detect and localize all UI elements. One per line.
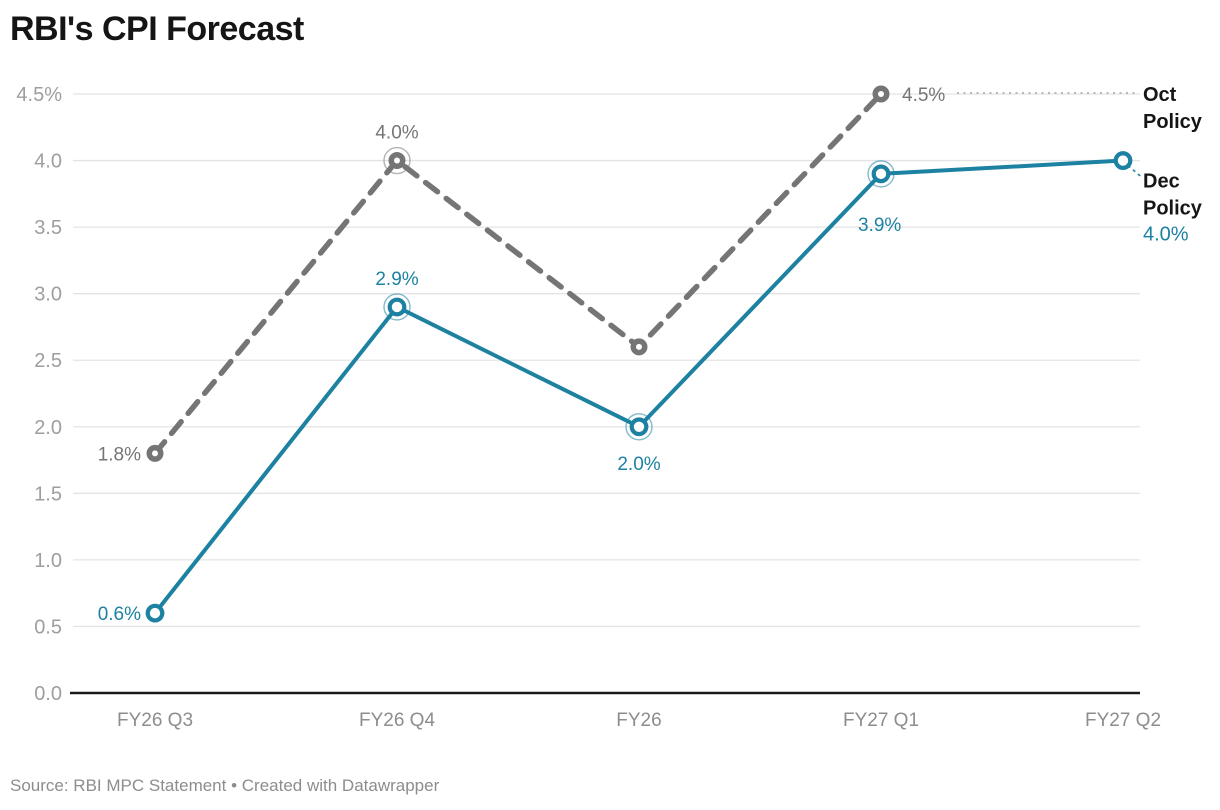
source-footer: Source: RBI MPC Statement • Created with… bbox=[10, 776, 440, 795]
legend-label-oct-policy: Oct bbox=[1143, 84, 1177, 106]
y-tick-label: 2.0 bbox=[34, 417, 62, 439]
data-point-center bbox=[152, 450, 158, 457]
point-halo bbox=[625, 413, 653, 441]
y-tick-label: 4.5% bbox=[16, 84, 62, 106]
data-label: 2.9% bbox=[375, 269, 418, 290]
x-tick-label: FY26 Q4 bbox=[359, 710, 435, 731]
data-point-center bbox=[878, 91, 884, 97]
data-label: 2.0% bbox=[617, 454, 660, 475]
data-label: 4.0% bbox=[375, 123, 418, 144]
legend-label-dec-policy: Dec bbox=[1143, 171, 1180, 193]
y-tick-label: 3.0 bbox=[34, 284, 62, 306]
data-point bbox=[629, 417, 649, 437]
legend-connector-dec-policy bbox=[1127, 164, 1142, 178]
point-halo bbox=[383, 293, 411, 321]
y-tick-label: 0.5 bbox=[34, 616, 62, 638]
x-tick-label: FY26 bbox=[616, 710, 661, 731]
point-halo bbox=[867, 160, 895, 188]
y-tick-label: 1.5 bbox=[34, 483, 62, 505]
series-line-dec-policy bbox=[153, 158, 1125, 616]
data-point bbox=[871, 164, 891, 184]
data-label: 3.9% bbox=[858, 215, 901, 236]
y-tick-label: 4.0 bbox=[34, 151, 62, 173]
data-point-center bbox=[394, 157, 400, 164]
legend-value-dec-policy: 4.0% bbox=[1143, 224, 1189, 246]
x-tick-label: FY27 Q2 bbox=[1085, 710, 1161, 731]
data-label: 1.8% bbox=[98, 444, 141, 465]
cpi-line-chart: 0.0 0.5 1.0 1.5 2.0 2.5 3.0 3.5 4.0 4.5% FY26 Q3 FY… bbox=[16, 84, 1203, 731]
data-point bbox=[1113, 151, 1133, 170]
data-point-center bbox=[636, 343, 642, 350]
point-halo bbox=[383, 146, 411, 175]
series-line-oct-policy bbox=[152, 91, 884, 457]
legend-label-oct-policy: Policy bbox=[1143, 111, 1203, 133]
x-tick-label: FY26 Q3 bbox=[117, 710, 193, 731]
chart-title: RBI's CPI Forecast bbox=[10, 10, 304, 48]
x-tick-label: FY27 Q1 bbox=[843, 710, 919, 731]
data-point bbox=[387, 297, 407, 317]
y-tick-label: 0.0 bbox=[34, 683, 62, 705]
y-tick-label: 3.5 bbox=[34, 217, 62, 239]
data-label: 4.5% bbox=[902, 85, 945, 106]
data-label: 0.6% bbox=[98, 604, 141, 625]
y-tick-label: 1.0 bbox=[34, 550, 62, 572]
data-point bbox=[145, 603, 165, 623]
y-tick-label: 2.5 bbox=[34, 350, 62, 372]
legend-label-dec-policy: Policy bbox=[1143, 198, 1203, 220]
